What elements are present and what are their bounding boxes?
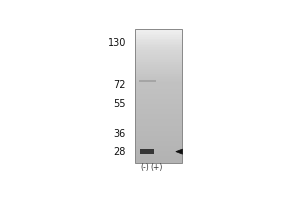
FancyBboxPatch shape xyxy=(135,74,182,76)
FancyBboxPatch shape xyxy=(135,129,182,131)
FancyBboxPatch shape xyxy=(140,149,154,154)
FancyBboxPatch shape xyxy=(135,69,182,70)
FancyBboxPatch shape xyxy=(135,47,182,49)
FancyBboxPatch shape xyxy=(135,77,182,79)
FancyBboxPatch shape xyxy=(135,87,182,89)
FancyBboxPatch shape xyxy=(135,117,182,119)
FancyBboxPatch shape xyxy=(135,122,182,124)
FancyBboxPatch shape xyxy=(135,151,182,153)
FancyBboxPatch shape xyxy=(135,82,182,84)
FancyBboxPatch shape xyxy=(135,139,182,141)
FancyBboxPatch shape xyxy=(135,137,182,139)
FancyBboxPatch shape xyxy=(135,81,182,82)
FancyBboxPatch shape xyxy=(135,37,182,39)
FancyBboxPatch shape xyxy=(135,76,182,77)
FancyBboxPatch shape xyxy=(135,132,182,134)
FancyBboxPatch shape xyxy=(135,97,182,99)
FancyBboxPatch shape xyxy=(135,34,182,35)
FancyBboxPatch shape xyxy=(135,40,182,42)
FancyBboxPatch shape xyxy=(135,141,182,143)
FancyBboxPatch shape xyxy=(135,67,182,69)
FancyBboxPatch shape xyxy=(135,143,182,144)
FancyBboxPatch shape xyxy=(135,154,182,156)
FancyBboxPatch shape xyxy=(135,64,182,65)
FancyBboxPatch shape xyxy=(135,126,182,127)
FancyBboxPatch shape xyxy=(135,136,182,137)
FancyBboxPatch shape xyxy=(135,60,182,62)
FancyBboxPatch shape xyxy=(135,109,182,111)
FancyBboxPatch shape xyxy=(135,161,182,163)
Text: 72: 72 xyxy=(113,80,126,90)
FancyBboxPatch shape xyxy=(135,50,182,52)
FancyBboxPatch shape xyxy=(135,52,182,54)
FancyBboxPatch shape xyxy=(135,111,182,112)
FancyBboxPatch shape xyxy=(135,116,182,117)
FancyBboxPatch shape xyxy=(135,101,182,102)
FancyBboxPatch shape xyxy=(135,62,182,64)
FancyBboxPatch shape xyxy=(135,104,182,106)
FancyBboxPatch shape xyxy=(135,57,182,59)
FancyBboxPatch shape xyxy=(135,146,182,148)
FancyBboxPatch shape xyxy=(135,106,182,107)
FancyBboxPatch shape xyxy=(135,156,182,158)
FancyBboxPatch shape xyxy=(135,86,182,87)
FancyBboxPatch shape xyxy=(135,94,182,96)
FancyBboxPatch shape xyxy=(135,42,182,44)
FancyBboxPatch shape xyxy=(135,35,182,37)
FancyBboxPatch shape xyxy=(135,112,182,114)
FancyBboxPatch shape xyxy=(135,30,182,32)
FancyBboxPatch shape xyxy=(135,54,182,55)
FancyBboxPatch shape xyxy=(135,119,182,121)
FancyBboxPatch shape xyxy=(135,107,182,109)
FancyBboxPatch shape xyxy=(135,124,182,126)
FancyBboxPatch shape xyxy=(135,49,182,50)
FancyBboxPatch shape xyxy=(135,72,182,74)
FancyBboxPatch shape xyxy=(135,32,182,34)
FancyBboxPatch shape xyxy=(135,70,182,72)
FancyBboxPatch shape xyxy=(135,45,182,47)
FancyBboxPatch shape xyxy=(135,79,182,81)
Text: (+): (+) xyxy=(150,163,163,172)
FancyBboxPatch shape xyxy=(135,55,182,57)
FancyBboxPatch shape xyxy=(135,91,182,92)
FancyBboxPatch shape xyxy=(135,144,182,146)
FancyBboxPatch shape xyxy=(135,148,182,149)
FancyBboxPatch shape xyxy=(135,96,182,97)
FancyBboxPatch shape xyxy=(135,153,182,154)
FancyBboxPatch shape xyxy=(135,134,182,136)
Text: 55: 55 xyxy=(113,99,126,109)
Text: 36: 36 xyxy=(114,129,126,139)
FancyBboxPatch shape xyxy=(135,158,182,159)
FancyBboxPatch shape xyxy=(135,89,182,91)
FancyBboxPatch shape xyxy=(135,149,182,151)
FancyBboxPatch shape xyxy=(135,59,182,60)
Text: (-): (-) xyxy=(140,163,149,172)
FancyBboxPatch shape xyxy=(135,127,182,129)
FancyBboxPatch shape xyxy=(135,65,182,67)
FancyBboxPatch shape xyxy=(135,121,182,122)
FancyBboxPatch shape xyxy=(135,29,182,30)
FancyBboxPatch shape xyxy=(135,159,182,161)
Text: 28: 28 xyxy=(113,147,126,157)
Polygon shape xyxy=(176,149,182,154)
FancyBboxPatch shape xyxy=(135,99,182,101)
FancyBboxPatch shape xyxy=(139,80,156,82)
Text: 130: 130 xyxy=(107,38,126,48)
FancyBboxPatch shape xyxy=(135,102,182,104)
FancyBboxPatch shape xyxy=(135,92,182,94)
FancyBboxPatch shape xyxy=(135,44,182,45)
FancyBboxPatch shape xyxy=(135,131,182,132)
FancyBboxPatch shape xyxy=(135,39,182,40)
FancyBboxPatch shape xyxy=(135,114,182,116)
FancyBboxPatch shape xyxy=(135,84,182,86)
